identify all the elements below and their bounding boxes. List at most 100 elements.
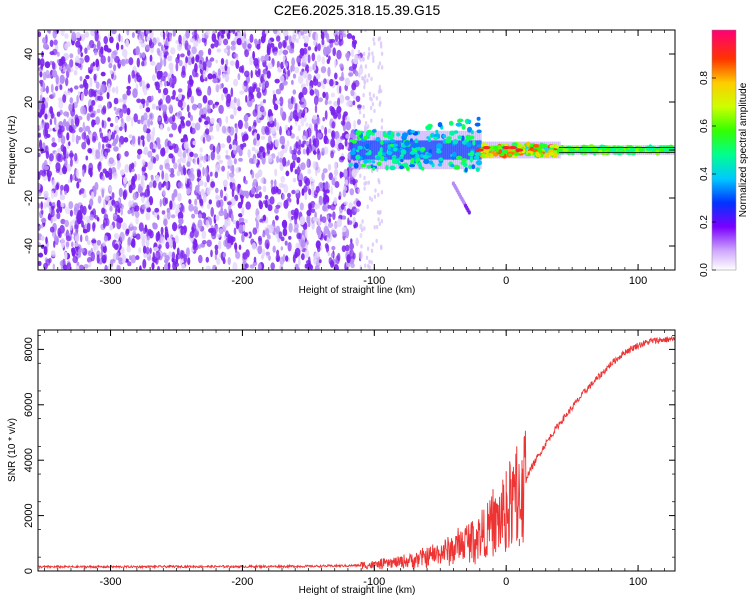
noise-speckle <box>45 85 49 94</box>
signal-blob <box>604 147 610 151</box>
noise-speckle <box>145 246 150 255</box>
noise-speckle <box>82 193 87 198</box>
noise-speckle <box>302 47 308 55</box>
noise-speckle <box>289 146 293 154</box>
noise-speckle <box>341 245 347 253</box>
noise-speckle <box>39 139 43 150</box>
noise-speckle <box>118 153 122 159</box>
noise-speckle <box>158 181 163 191</box>
noise-speckle <box>265 228 270 236</box>
noise-speckle <box>120 204 124 210</box>
noise-speckle <box>89 198 94 207</box>
noise-speckle <box>250 158 255 165</box>
signal-blob <box>542 143 547 148</box>
noise-speckle <box>288 222 293 233</box>
noise-speckle <box>62 165 67 175</box>
noise-speckle <box>318 97 323 103</box>
noise-speckle <box>218 159 224 164</box>
noise-speckle <box>55 162 61 172</box>
noise-speckle <box>357 104 362 109</box>
noise-speckle <box>80 234 83 243</box>
noise-speckle <box>165 181 169 190</box>
noise-speckle <box>96 239 102 246</box>
noise-speckle <box>316 132 322 139</box>
signal-blob <box>389 143 394 147</box>
noise-speckle <box>367 55 370 60</box>
noise-speckle <box>270 262 276 270</box>
noise-speckle <box>165 94 171 104</box>
noise-speckle <box>291 215 294 221</box>
signal-blob <box>461 135 465 142</box>
signal-blob <box>349 150 356 156</box>
noise-speckle <box>38 191 42 197</box>
noise-speckle <box>171 122 177 131</box>
noise-speckle <box>219 83 223 90</box>
noise-speckle <box>317 43 321 52</box>
noise-speckle <box>305 77 309 87</box>
noise-speckle <box>102 241 106 247</box>
noise-speckle <box>60 189 63 197</box>
noise-speckle <box>93 73 97 81</box>
signal-blob <box>353 162 359 169</box>
noise-speckle <box>170 47 176 55</box>
noise-speckle <box>233 78 239 87</box>
noise-speckle <box>210 207 214 217</box>
noise-speckle <box>74 85 79 90</box>
noise-speckle <box>214 171 219 179</box>
noise-speckle <box>58 231 62 239</box>
noise-speckle <box>266 46 271 56</box>
noise-speckle <box>294 247 301 257</box>
colorbar-tick-label: 0.0 <box>699 263 710 277</box>
noise-speckle <box>363 84 366 90</box>
noise-speckle <box>233 158 237 165</box>
signal-peak <box>502 146 511 150</box>
noise-speckle <box>210 117 215 124</box>
noise-speckle <box>261 254 264 260</box>
colorbar-tick-label: 0.8 <box>699 71 710 85</box>
noise-speckle <box>275 204 281 209</box>
noise-speckle <box>359 233 363 238</box>
noise-speckle <box>262 214 267 222</box>
noise-speckle <box>311 208 316 213</box>
noise-speckle <box>162 189 166 196</box>
noise-speckle <box>166 210 171 220</box>
noise-speckle <box>147 118 151 128</box>
noise-speckle <box>243 80 248 87</box>
noise-speckle <box>291 57 295 67</box>
noise-speckle <box>187 83 192 93</box>
noise-speckle <box>40 86 43 96</box>
noise-speckle <box>48 153 54 162</box>
noise-speckle <box>144 188 149 198</box>
noise-speckle <box>378 210 381 216</box>
noise-speckle <box>51 137 56 143</box>
noise-speckle <box>212 103 215 110</box>
noise-speckle <box>163 57 167 67</box>
noise-speckle <box>331 230 337 236</box>
noise-speckle <box>283 222 287 230</box>
noise-speckle <box>196 89 202 97</box>
signal-core <box>364 140 367 160</box>
noise-speckle <box>214 39 219 48</box>
noise-speckle <box>73 70 78 76</box>
noise-speckle <box>324 221 328 227</box>
signal-blob <box>387 150 392 156</box>
signal-core <box>407 140 411 160</box>
noise-speckle <box>210 249 213 258</box>
noise-speckle <box>220 206 223 214</box>
noise-speckle <box>108 62 113 69</box>
signal-blob <box>533 144 540 148</box>
noise-speckle <box>145 107 151 113</box>
noise-speckle <box>185 30 190 39</box>
signal-core <box>465 140 468 160</box>
noise-speckle <box>153 258 158 264</box>
noise-speckle <box>292 177 297 183</box>
noise-speckle <box>214 244 219 251</box>
noise-speckle <box>84 235 89 242</box>
signal-core <box>372 140 375 160</box>
noise-speckle <box>296 197 300 205</box>
signal-core <box>443 140 446 160</box>
noise-speckle <box>191 223 197 232</box>
signal-blob <box>457 119 463 123</box>
noise-speckle <box>216 48 222 53</box>
